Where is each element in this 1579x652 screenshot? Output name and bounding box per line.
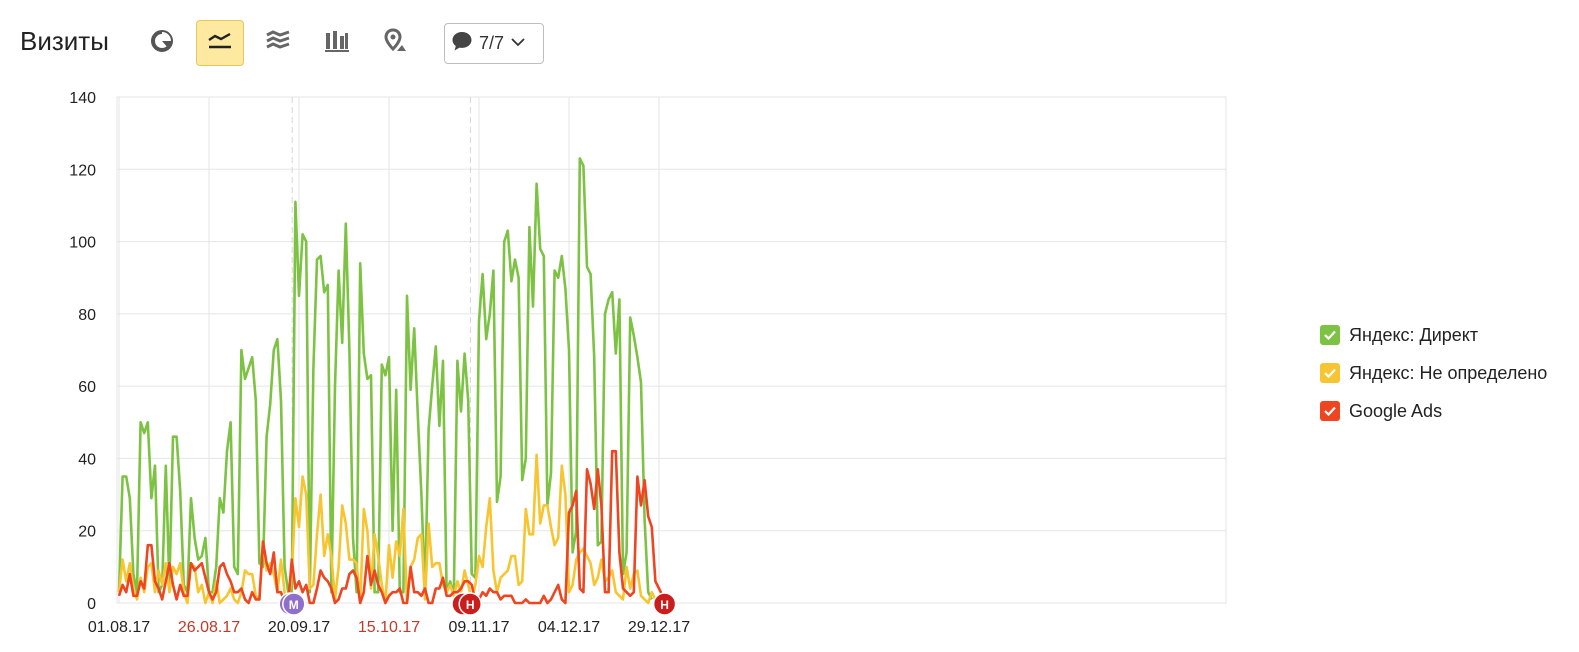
x-tick-label: 29.12.17 <box>628 619 690 636</box>
page-title: Визиты <box>20 26 109 56</box>
annotation-marker: Н <box>652 592 677 616</box>
line-chart-icon <box>206 30 234 57</box>
annotation-marker-label: Н <box>660 598 669 612</box>
chart-legend: Яндекс: Директ Яндекс: Не определено Goo… <box>1320 316 1547 430</box>
comment-icon <box>451 30 473 57</box>
chart-markers: ММННН <box>278 592 677 616</box>
legend-item-google[interactable]: Google Ads <box>1320 392 1547 430</box>
legend-label: Google Ads <box>1349 400 1443 421</box>
x-tick-label: 20.09.17 <box>268 619 330 636</box>
map-button[interactable] <box>371 20 419 66</box>
legend-label: Яндекс: Директ <box>1349 324 1479 345</box>
checkbox-checked-icon[interactable] <box>1320 401 1340 421</box>
y-tick-label: 140 <box>69 90 96 107</box>
y-tick-label: 100 <box>69 235 96 252</box>
y-tick-label: 0 <box>87 596 96 613</box>
area-chart-button[interactable] <box>254 20 302 66</box>
x-tick-label: 26.08.17 <box>178 619 240 636</box>
chevron-down-icon <box>510 35 526 53</box>
pie-chart-icon <box>149 28 175 59</box>
area-chart-icon <box>264 29 292 58</box>
y-tick-label: 60 <box>78 379 96 396</box>
notes-count: 7/7 <box>479 33 505 53</box>
bar-chart-icon <box>323 29 351 58</box>
legend-label: Яндекс: Не определено <box>1349 362 1548 383</box>
annotation-marker: Н <box>458 592 482 616</box>
annotation-marker-circle <box>458 592 482 616</box>
map-icon <box>382 27 408 60</box>
annotation-marker: М <box>282 592 306 616</box>
legend-item-direct[interactable]: Яндекс: Директ <box>1320 316 1547 354</box>
checkbox-checked-icon[interactable] <box>1320 325 1340 345</box>
annotation-marker-label: Н <box>466 598 475 612</box>
pie-chart-button[interactable] <box>138 20 186 66</box>
chart-series <box>117 157 664 605</box>
x-axis: 01.08.17 26.08.17 20.09.17 15.10.17 09.11.17… <box>88 619 690 636</box>
legend-item-undefined[interactable]: Яндекс: Не определено <box>1320 354 1547 392</box>
y-axis: 0 20 40 60 80 100 120 140 <box>69 90 96 613</box>
bar-chart-button[interactable] <box>313 20 361 66</box>
x-tick-label: 04.12.17 <box>538 619 600 636</box>
checkbox-checked-icon[interactable] <box>1320 363 1340 383</box>
series-line-2 <box>117 449 664 605</box>
series-line-0 <box>117 157 653 600</box>
x-tick-label: 01.08.17 <box>88 619 150 636</box>
line-chart-button[interactable] <box>196 20 244 66</box>
series-line-1 <box>117 453 657 605</box>
y-tick-label: 120 <box>69 162 96 179</box>
notes-dropdown[interactable]: 7/7 <box>444 23 544 64</box>
y-tick-label: 20 <box>78 524 96 541</box>
annotation-marker-circle <box>652 592 677 616</box>
chart-header: Визиты <box>0 0 1579 80</box>
annotation-marker-label: М <box>289 598 299 612</box>
x-tick-label: 15.10.17 <box>358 619 420 636</box>
y-tick-label: 40 <box>78 451 96 468</box>
x-tick-label: 09.11.17 <box>448 619 509 636</box>
y-tick-label: 80 <box>78 307 96 324</box>
annotation-marker-circle <box>282 592 306 616</box>
